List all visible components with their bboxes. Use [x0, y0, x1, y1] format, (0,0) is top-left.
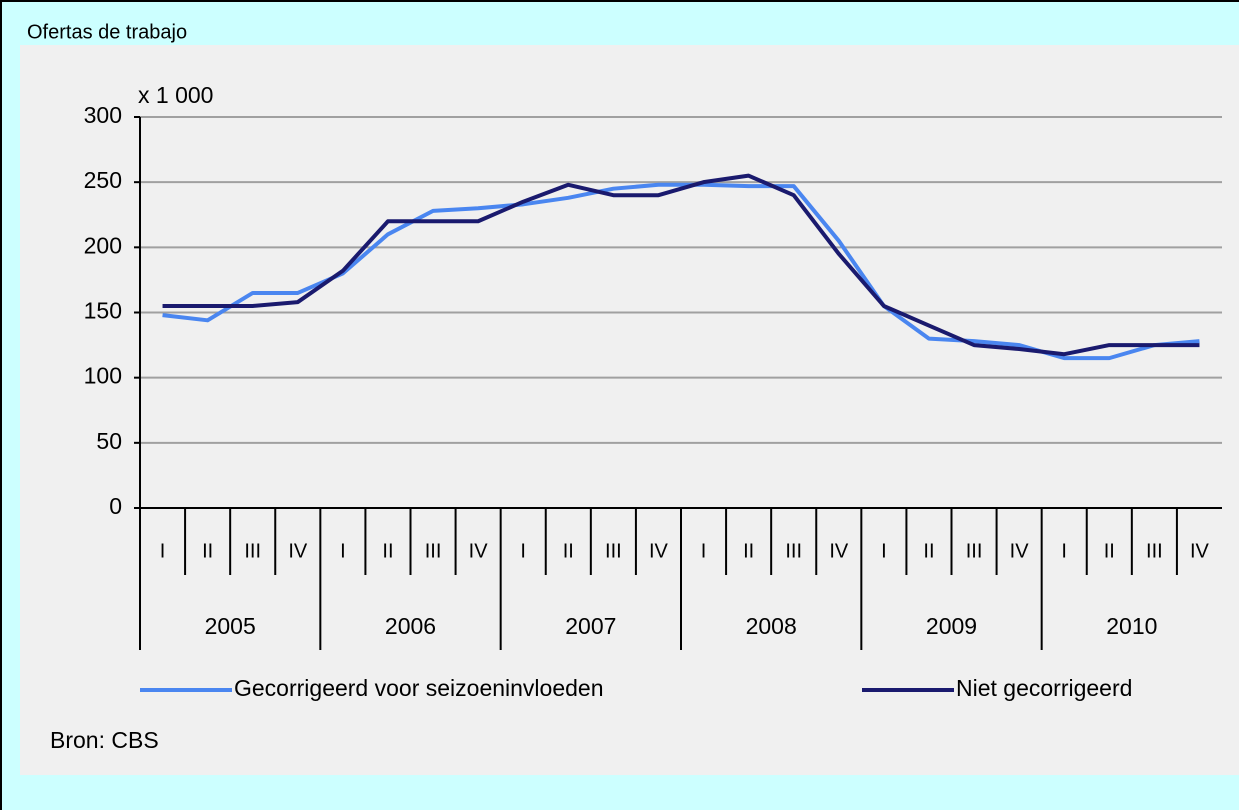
- x-tick-label: I: [881, 540, 887, 562]
- y-tick-label: 200: [84, 232, 122, 258]
- y-tick-label: 100: [84, 363, 122, 389]
- year-label: 2006: [385, 613, 436, 639]
- legend-label: Gecorrigeerd voor seizoeninvloeden: [234, 675, 604, 701]
- x-tick-label: I: [1061, 540, 1067, 562]
- y-tick-label: 250: [84, 167, 122, 193]
- year-label: 2005: [205, 613, 256, 639]
- x-tick-label: IV: [649, 540, 669, 562]
- x-tick-label: III: [966, 540, 983, 562]
- x-tick-label: II: [382, 540, 393, 562]
- y-tick-label: 150: [84, 298, 122, 324]
- x-tick-label: IV: [1010, 540, 1030, 562]
- x-tick-label: IV: [1190, 540, 1210, 562]
- x-tick-label: IV: [469, 540, 489, 562]
- x-tick-label: I: [520, 540, 526, 562]
- x-tick-label: III: [425, 540, 442, 562]
- y-unit-label: x 1 000: [138, 82, 213, 108]
- y-tick-label: 50: [96, 428, 122, 454]
- x-tick-label: II: [563, 540, 574, 562]
- x-tick-label: II: [202, 540, 213, 562]
- x-tick-label: III: [1146, 540, 1163, 562]
- y-tick-label: 0: [109, 493, 122, 519]
- year-label: 2009: [926, 613, 977, 639]
- source: Bron: CBS: [50, 727, 159, 753]
- year-label: 2010: [1106, 613, 1157, 639]
- x-tick-label: III: [244, 540, 261, 562]
- x-tick-label: II: [743, 540, 754, 562]
- year-label: 2008: [746, 613, 797, 639]
- x-tick-label: I: [340, 540, 346, 562]
- y-tick-label: 300: [84, 102, 122, 128]
- series-line: [162, 173, 1200, 357]
- x-tick-label: II: [923, 540, 934, 562]
- plot-panel: [20, 45, 1239, 775]
- year-label: 2007: [565, 613, 616, 639]
- chart-title: Ofertas de trabajo: [27, 21, 187, 43]
- legend-label: Niet gecorrigeerd: [956, 675, 1132, 701]
- x-tick-label: I: [701, 540, 707, 562]
- x-tick-label: III: [785, 540, 802, 562]
- x-tick-label: I: [160, 540, 166, 562]
- x-tick-label: IV: [829, 540, 849, 562]
- x-tick-label: III: [605, 540, 622, 562]
- x-tick-label: IV: [288, 540, 308, 562]
- x-tick-label: II: [1104, 540, 1115, 562]
